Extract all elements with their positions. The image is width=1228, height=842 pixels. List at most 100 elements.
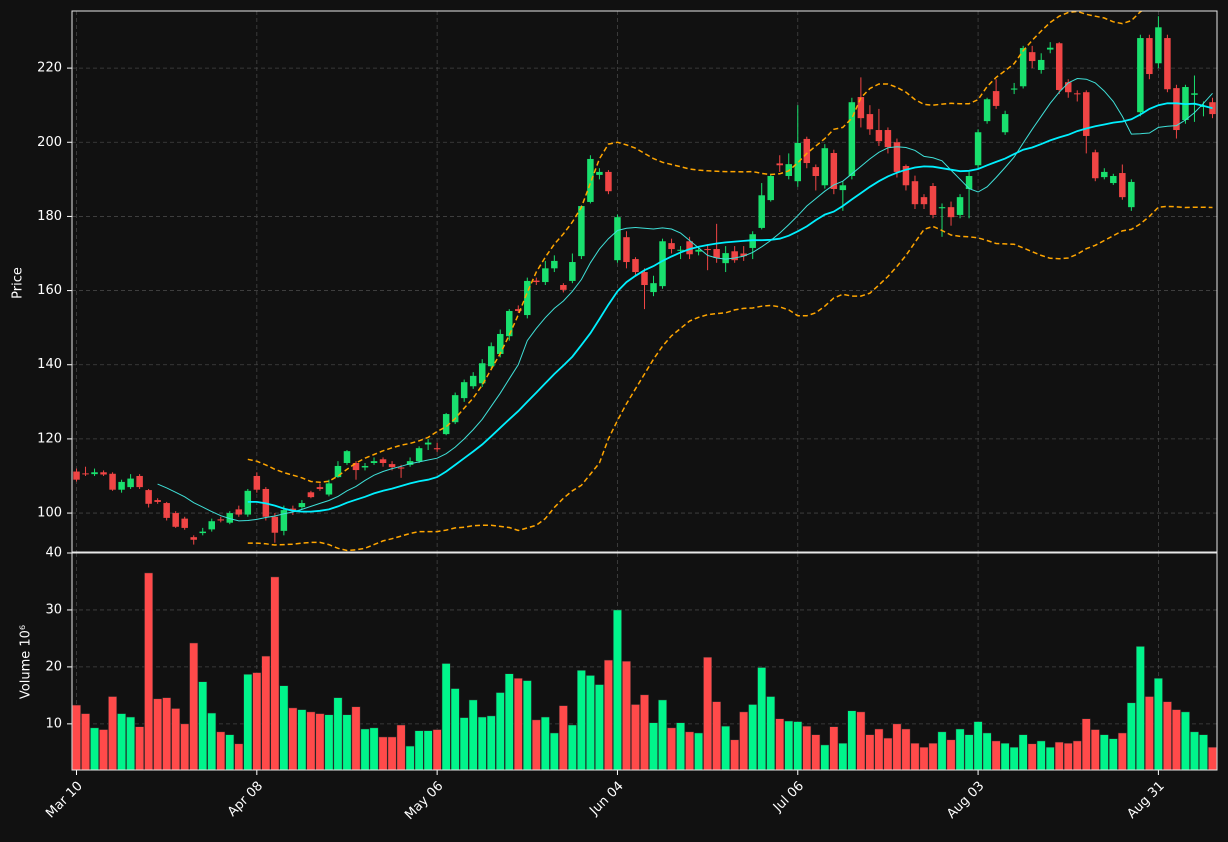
volume-bar [423,730,433,771]
volume-bar [306,711,316,771]
candle-body [100,472,107,475]
volume-bar [757,667,767,771]
candle-body [524,280,531,316]
volume-bar [748,704,758,771]
volume-bar [378,736,388,771]
candle-body [596,171,603,175]
candle-body [1055,43,1063,90]
volume-bar [1190,731,1199,771]
volume-bar [108,696,117,771]
y-tick-label: 40 [45,546,62,561]
volume-bar [369,727,379,771]
volume-bar [775,718,785,771]
volume-bar [225,734,235,771]
volume-bar [874,728,884,771]
volume-bar [1054,741,1064,771]
candle-body [343,451,351,464]
candle-body [974,132,982,166]
candle-body [307,492,315,498]
volume-bar [558,705,568,771]
volume-bar [1208,746,1217,771]
candle-body [515,309,522,311]
candle-body [983,99,991,122]
volume-bar [414,730,424,771]
candle-body [497,333,504,354]
band-line [247,11,1144,484]
volume-bar [351,706,361,771]
candle-body [181,518,188,528]
candle-body [91,472,98,475]
candle-body [767,176,774,201]
volume-bar [820,744,830,771]
candle-body [217,519,225,521]
volume-bar [955,728,965,771]
moving-average-line [247,102,1213,513]
volume-bar [919,746,929,771]
volume-bar [892,723,902,771]
candle-body [433,448,441,450]
candle-body [965,176,973,189]
volume-bar [1090,729,1100,771]
candle-body [127,478,134,488]
volume-bar [1081,718,1091,771]
candle-body [253,475,261,490]
volume-bar [883,737,893,771]
candle-body [136,475,143,488]
volume-bar [135,726,145,771]
volume-bar [576,670,586,771]
candle-body [794,143,802,182]
candle-body [911,181,919,205]
volume-bar [297,709,307,771]
candle-body [1028,52,1036,62]
y-tick-label: 140 [37,357,62,372]
volume-bar [712,701,722,771]
candle-body [623,237,630,263]
candle-body [641,272,648,286]
y-tick-label: 180 [37,209,62,224]
candle-body [821,148,829,186]
candle-body [560,285,567,290]
candle-body [469,375,477,387]
volume-bar [567,724,577,771]
volume-bar [72,704,81,771]
volume-bar [667,727,676,771]
candle-body [614,217,621,261]
volume-bar [1018,734,1028,771]
candle-body [172,513,179,527]
volume-bar [622,660,631,771]
volume-bar [1000,742,1010,771]
volume-bar [1045,746,1055,771]
candle-body [199,531,206,534]
volume-bar [180,723,190,771]
volume-bar [847,710,857,771]
volume-bar [450,688,460,771]
candle-body [920,197,928,205]
candle-body [235,509,243,515]
candle-body [956,197,964,215]
volume-bar [694,732,703,771]
candle-body [226,513,234,523]
price-axis-label: Price [11,267,26,299]
volume-bar [477,716,487,771]
volume-bar [252,672,262,771]
volume-bar [811,734,821,771]
y-tick-label: 100 [37,506,62,521]
candle-body [686,241,693,255]
volume-bar [198,681,208,771]
candle-body [1083,92,1090,136]
candle-body [929,186,937,215]
candle-body [145,490,152,504]
volume-bar [1135,646,1145,771]
candle-body [938,207,946,209]
volume-bar [838,742,848,771]
volume-bar [937,731,947,771]
candle-body [569,262,576,281]
candle-body [1074,93,1081,95]
candle-body [1173,88,1180,131]
candle-body [451,395,459,423]
volume-bar [1099,734,1109,771]
candle-body [478,363,486,384]
candle-body [190,537,197,540]
volume-bar [793,721,803,771]
